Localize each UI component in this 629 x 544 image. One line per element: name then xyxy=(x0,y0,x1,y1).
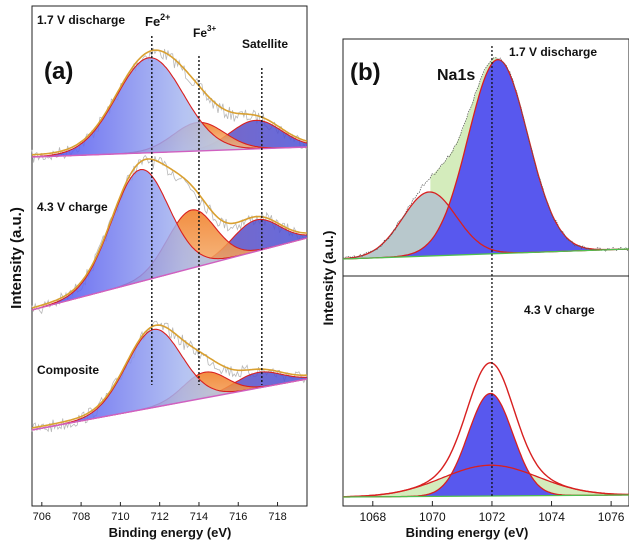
panel-a-x-axis-label: Binding energy (eV) xyxy=(109,525,232,540)
na-baseline xyxy=(342,494,629,498)
fe3-label-sup: 3+ xyxy=(207,24,216,33)
na-side-peak-fill xyxy=(343,192,629,259)
panel-a-spectrum-label-composite: Composite xyxy=(37,363,99,377)
panel-a-reference-lines xyxy=(151,36,263,385)
panel-a-x-ticks: 706 708 710 712 714 716 718 xyxy=(33,502,287,523)
panel-b-x-ticks: 1068 1070 1072 1074 1076 xyxy=(359,501,625,524)
panel-a-frame xyxy=(31,5,308,507)
x-tick-label: 1074 xyxy=(538,510,565,524)
x-tick-label: 1076 xyxy=(598,510,625,524)
panel-a-ref-label-satellite: Satellite xyxy=(242,37,288,51)
x-tick-label: 708 xyxy=(72,511,90,523)
x-tick-label: 710 xyxy=(111,511,129,523)
x-tick-label: 1068 xyxy=(359,510,386,524)
x-tick-label: 718 xyxy=(268,511,286,523)
panel-a-ref-label-fe2: Fe2+ xyxy=(145,12,170,29)
na-spectrum-charge xyxy=(342,361,629,498)
na-envelope-fit xyxy=(343,361,629,498)
panel-b-y-axis-label: Intensity (a.u.) xyxy=(320,231,336,326)
panel-a-label: (a) xyxy=(44,58,73,85)
na-main-peak-fill xyxy=(343,393,629,497)
panel-b-spectrum-label-charge: 4.3 V charge xyxy=(524,303,595,317)
spectrum-composite xyxy=(31,320,308,433)
panel-a: 706 708 710 712 714 716 718 (a) Fe2+ Fe3+ Sate… xyxy=(8,5,308,540)
panel-a-spectrum-label-charge: 4.3 V charge xyxy=(37,200,108,214)
panel-b: 1068 1070 1072 1074 1076 (b) Na1s 1.7 V disc… xyxy=(320,38,629,540)
panel-a-plot-area xyxy=(31,47,308,433)
panel-b-plot-area xyxy=(342,57,629,498)
panel-a-ref-label-fe3: Fe3+ xyxy=(193,24,216,40)
panel-b-label: (b) xyxy=(350,59,381,86)
baseline xyxy=(31,378,308,431)
fe3-label-main: Fe xyxy=(193,26,207,40)
panel-a-y-axis-label: Intensity (a.u.) xyxy=(8,207,25,309)
panel-b-element-label: Na1s xyxy=(437,67,475,84)
x-tick-label: 1070 xyxy=(419,510,446,524)
fe2-label-sup: 2+ xyxy=(160,12,170,22)
peak-fill-satellite xyxy=(32,219,307,310)
x-tick-label: 714 xyxy=(190,511,208,523)
fe2-label-main: Fe xyxy=(145,14,160,29)
panel-a-spectrum-label-discharge: 1.7 V discharge xyxy=(37,13,125,27)
na-spectrum-discharge xyxy=(342,57,629,260)
panel-b-x-axis-label: Binding energy (eV) xyxy=(406,525,529,540)
na-baseline xyxy=(342,248,629,260)
x-tick-label: 1072 xyxy=(479,510,506,524)
x-tick-label: 712 xyxy=(150,511,168,523)
x-tick-label: 716 xyxy=(229,511,247,523)
peak-fill-fe2 xyxy=(32,169,307,310)
panel-b-spectrum-label-discharge: 1.7 V discharge xyxy=(509,45,597,59)
panel-b-frame xyxy=(342,38,629,507)
x-tick-label: 706 xyxy=(33,511,51,523)
na-raw-data-trace xyxy=(342,57,629,259)
peak-fill-fe2 xyxy=(32,57,307,158)
peak-fill-fe2 xyxy=(32,329,307,430)
na-main-peak-fill xyxy=(343,59,629,259)
na-overlap-fill xyxy=(430,57,498,205)
spectrum-4-3-v-charge xyxy=(31,154,308,315)
spectrum-1-7-v-discharge xyxy=(31,47,308,163)
